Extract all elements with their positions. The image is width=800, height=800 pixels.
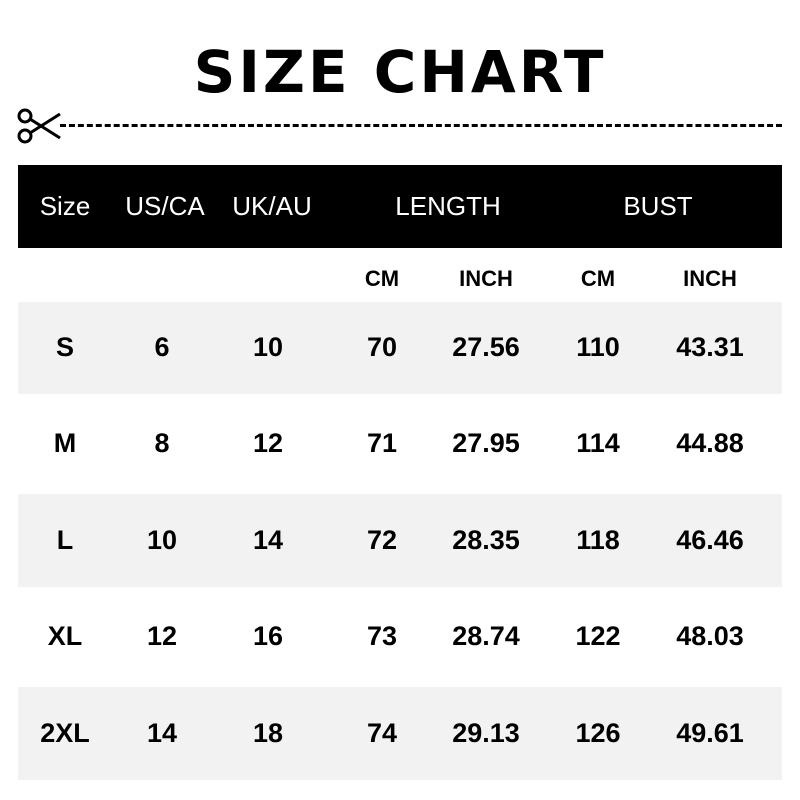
cell-size: L (56, 524, 74, 555)
header-length: LENGTH (395, 191, 501, 221)
cell-bust-inch: 48.03 (676, 620, 744, 651)
cell-bust-cm: 110 (576, 332, 620, 362)
cell-length-inch: 29.13 (452, 717, 520, 748)
cell-uk-au: 16 (252, 620, 284, 651)
table-row: S 6 10 70 27.56 110 43.31 (18, 302, 782, 394)
cell-bust-inch: 44.88 (676, 427, 744, 458)
cell-length-inch: 27.56 (452, 332, 520, 362)
cell-bust-cm: 122 (575, 620, 621, 651)
header-us-ca: US/CA (125, 191, 205, 221)
cell-bust-inch: 49.61 (676, 717, 744, 748)
table-row: M 8 12 71 27.95 114 44.88 (18, 395, 782, 492)
cell-length-inch: 27.95 (452, 427, 520, 458)
cell-size: S (55, 332, 75, 362)
cell-us-ca: 10 (146, 524, 178, 555)
cell-uk-au: 18 (252, 717, 284, 748)
cell-length-cm: 73 (366, 620, 398, 651)
table-row: 2XL 14 18 74 29.13 126 49.61 (18, 687, 782, 780)
cell-us-ca: 14 (146, 717, 178, 748)
unit-bust-inch: INCH (683, 266, 737, 291)
cell-length-cm: 71 (366, 427, 398, 458)
cell-us-ca: 12 (146, 620, 178, 651)
unit-length-cm: CM (364, 266, 400, 291)
header-uk-au: UK/AU (232, 191, 312, 221)
page-title: SIZE CHART (193, 38, 607, 106)
table-row: L 10 14 72 28.35 118 46.46 (18, 494, 782, 587)
table-header: Size US/CA UK/AU LENGTH BUST (18, 165, 782, 248)
header-size: Size (39, 191, 91, 221)
cell-bust-cm: 114 (576, 427, 620, 458)
cell-uk-au: 10 (252, 332, 284, 362)
cell-length-cm: 72 (366, 524, 398, 555)
cell-bust-cm: 118 (576, 524, 620, 555)
cell-length-inch: 28.74 (452, 620, 520, 651)
cell-size: XL (47, 620, 83, 651)
unit-bust-cm: CM (580, 266, 616, 291)
cell-length-inch: 28.35 (452, 524, 520, 555)
cell-us-ca: 6 (154, 332, 170, 362)
cell-length-cm: 70 (366, 332, 398, 362)
cell-size: 2XL (40, 717, 90, 748)
unit-length-inch: INCH (459, 266, 513, 291)
cell-bust-inch: 43.31 (676, 332, 744, 362)
cell-us-ca: 8 (154, 427, 170, 458)
cell-length-cm: 74 (366, 717, 398, 748)
cell-bust-cm: 126 (575, 717, 621, 748)
scissors-icon (17, 108, 61, 144)
header-bust: BUST (623, 191, 693, 221)
unit-row: CM INCH CM INCH (18, 250, 782, 302)
cell-size: M (53, 427, 77, 458)
cell-bust-inch: 46.46 (676, 524, 744, 555)
table-row: XL 12 16 73 28.74 122 48.03 (18, 589, 782, 684)
cell-uk-au: 12 (252, 427, 284, 458)
cut-line (60, 124, 782, 127)
cell-uk-au: 14 (252, 524, 284, 555)
